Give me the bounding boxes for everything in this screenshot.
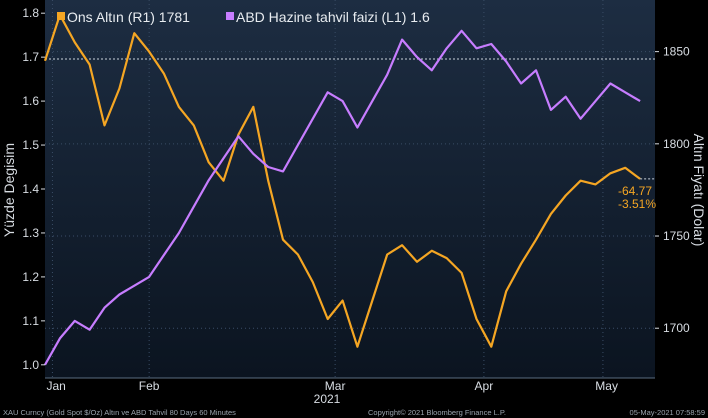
right-axis-label: Altın Fiyatı (Dolar) [691, 134, 707, 247]
annotation-change: -64.77 [618, 184, 652, 198]
plot-area [45, 0, 655, 378]
footer-center: Copyright© 2021 Bloomberg Finance L.P. [368, 408, 506, 417]
left-tick-label-7: 1.7 [22, 50, 39, 64]
left-tick-label-4: 1.4 [22, 182, 39, 196]
right-axis-ticks: 1700 1750 1800 1850 [640, 45, 690, 335]
left-tick-label-1: 1.1 [22, 314, 39, 328]
x-tick-label-feb: Feb [139, 379, 160, 393]
right-tick-label-0: 1700 [663, 321, 690, 335]
left-axis-ticks: 1.0 1.1 1.2 1.3 1.4 1.5 1.6 1.7 1.8 [22, 6, 45, 372]
x-tick-label-apr: Apr [475, 379, 494, 393]
left-tick-label-0: 1.0 [22, 358, 39, 372]
x-axis-label: 2021 [314, 392, 341, 406]
series-line-gold [43, 13, 641, 348]
left-tick-label-5: 1.5 [22, 138, 39, 152]
x-axis-ticks: Jan Feb Mar Apr May [45, 377, 655, 393]
price-annotation: -64.77 -3.51% [618, 184, 656, 211]
footer-right: 05-May-2021 07:58:59 [630, 408, 705, 417]
x-tick-label-jan: Jan [46, 379, 65, 393]
x-tick-label-may: May [595, 379, 618, 393]
legend-swatch-yield [226, 12, 234, 20]
legend-label-gold: Ons Altın (R1) 1781 [67, 9, 190, 25]
x-tick-label-mar: Mar [325, 379, 346, 393]
left-axis-label: Yüzde Degisim [1, 143, 17, 237]
right-tick-label-3: 1850 [663, 45, 690, 59]
left-tick-label-2: 1.2 [22, 270, 39, 284]
footer-left: XAU Curncy (Gold Spot $/Oz) Altın ve ABD… [3, 408, 236, 417]
series-layer [43, 13, 641, 366]
annotation-change-pct: -3.51% [618, 197, 656, 211]
right-tick-label-2: 1800 [663, 137, 690, 151]
series-line-yield [44, 29, 641, 366]
legend: Ons Altın (R1) 1781 ABD Hazine tahvil fa… [57, 9, 430, 25]
left-tick-label-3: 1.3 [22, 226, 39, 240]
legend-label-yield: ABD Hazine tahvil faizi (L1) 1.6 [236, 9, 430, 25]
legend-swatch-gold [57, 12, 65, 20]
left-tick-label-8: 1.8 [22, 6, 39, 20]
right-tick-label-1: 1750 [663, 229, 690, 243]
grid-lines [45, 0, 655, 378]
left-tick-label-6: 1.6 [22, 94, 39, 108]
